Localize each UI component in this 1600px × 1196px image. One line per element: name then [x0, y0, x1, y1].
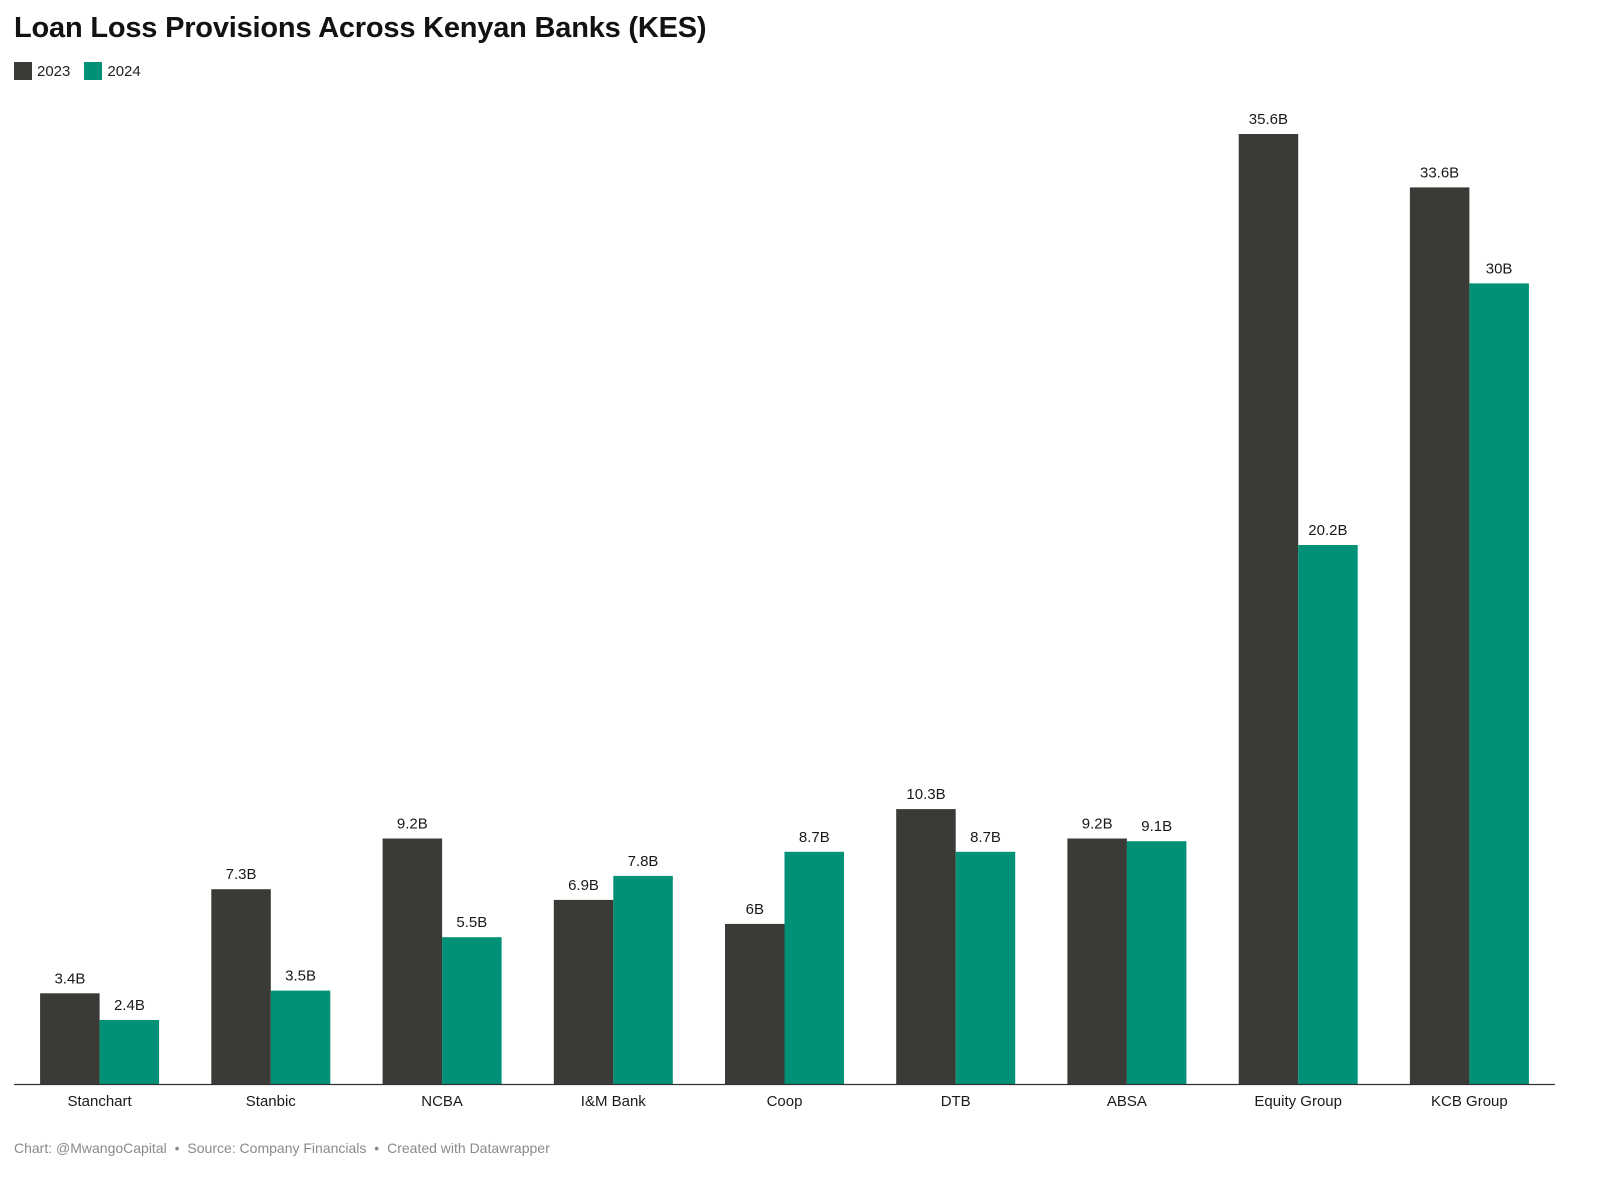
bar-iandm-bank-2024 [613, 875, 673, 1084]
x-tick-label-equity-group: Equity Group [1254, 1093, 1342, 1110]
data-label-absa-2024: 9.1B [1141, 818, 1172, 835]
legend-swatch-2023 [14, 62, 32, 80]
bar-coop-2024 [784, 851, 844, 1084]
x-tick-label-dtb: DTB [941, 1093, 971, 1110]
footer-created-with: Created with Datawrapper [387, 1140, 550, 1156]
bar-absa-2023 [1067, 838, 1127, 1084]
bar-stanbic-2024 [270, 990, 331, 1084]
bar-ncba-2024 [442, 937, 502, 1084]
bar-ncba-2023 [382, 838, 443, 1084]
data-label-dtb-2024: 8.7B [970, 829, 1001, 846]
bar-stanchart-2023 [40, 993, 100, 1084]
bar-chart: 3.4B 2.4B Stanchart 7.3B 3.5B Stanbic 9.2B 5.5B… [14, 111, 1555, 1110]
data-label-equity-group-2024: 20.2B [1308, 522, 1347, 539]
data-label-stanchart-2024: 2.4B [114, 997, 145, 1014]
footer-separator: • [174, 1140, 180, 1156]
data-label-iandm-bank-2024: 7.8B [628, 853, 659, 870]
bar-kcb-group-2024 [1469, 283, 1529, 1084]
legend-label-2023: 2023 [37, 62, 71, 80]
data-label-kcb-group-2024: 30B [1486, 260, 1513, 277]
footer-source: Source: Company Financials [187, 1140, 367, 1156]
x-tick-label-iandm-bank: I&M Bank [581, 1093, 647, 1110]
chart-legend: 2023 2024 [14, 62, 155, 80]
bar-kcb-group-2023 [1409, 187, 1470, 1084]
data-label-stanchart-2023: 3.4B [54, 970, 85, 987]
legend-item-2023: 2023 [14, 62, 70, 80]
x-tick-label-ncba: NCBA [421, 1093, 463, 1110]
data-label-absa-2023: 9.2B [1082, 816, 1113, 833]
bar-stanbic-2023 [211, 889, 271, 1084]
chart-footer: Chart: @MwangoCapital • Source: Company … [14, 1140, 550, 1156]
bar-dtb-2023 [896, 809, 956, 1084]
data-label-dtb-2023: 10.3B [906, 786, 945, 803]
footer-separator: • [374, 1140, 380, 1156]
x-tick-label-stanbic: Stanbic [246, 1093, 297, 1110]
chart-title: Loan Loss Provisions Across Kenyan Banks… [14, 12, 707, 44]
data-label-stanbic-2023: 7.3B [226, 866, 257, 883]
bar-stanchart-2024 [99, 1020, 160, 1084]
data-label-coop-2023: 6B [746, 901, 764, 918]
data-label-iandm-bank-2023: 6.9B [568, 877, 599, 894]
x-tick-label-kcb-group: KCB Group [1431, 1093, 1508, 1110]
footer-credit: Chart: @MwangoCapital [14, 1140, 167, 1156]
bar-dtb-2024 [955, 851, 1016, 1084]
data-label-coop-2024: 8.7B [799, 829, 830, 846]
bar-coop-2023 [725, 923, 785, 1084]
bar-equity-group-2024 [1298, 545, 1358, 1084]
bar-iandm-bank-2023 [553, 899, 614, 1084]
x-tick-label-absa: ABSA [1107, 1093, 1147, 1110]
legend-label-2024: 2024 [107, 62, 141, 80]
legend-swatch-2024 [84, 62, 103, 80]
data-label-ncba-2024: 5.5B [456, 914, 487, 931]
x-tick-label-stanchart: Stanchart [67, 1093, 132, 1110]
data-label-kcb-group-2023: 33.6B [1420, 164, 1459, 181]
data-label-equity-group-2023: 35.6B [1249, 111, 1288, 128]
bar-absa-2024 [1126, 841, 1187, 1084]
bar-equity-group-2023 [1238, 134, 1299, 1084]
data-label-ncba-2023: 9.2B [397, 816, 428, 833]
legend-item-2024: 2024 [84, 62, 141, 80]
x-tick-label-coop: Coop [767, 1093, 803, 1110]
data-label-stanbic-2024: 3.5B [285, 968, 316, 985]
